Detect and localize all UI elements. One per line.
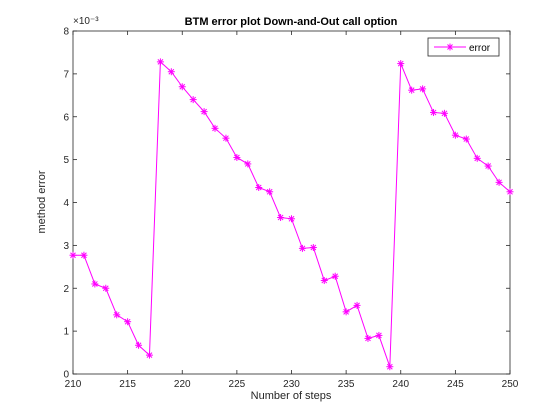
y-tick-label: 3 [63, 241, 69, 252]
y-tick-label: 2 [63, 284, 69, 295]
data-point [484, 162, 492, 170]
axes: 210 215 220 225 230 235 240 245 250 0 1 2 3 4 5 6 7 8 [63, 27, 518, 391]
x-tick-label: 225 [229, 379, 246, 390]
data-point [200, 108, 208, 116]
data-point [156, 58, 164, 66]
x-tick-label: 220 [174, 379, 191, 390]
x-tick-label: 230 [283, 379, 300, 390]
x-tick-label: 235 [338, 379, 355, 390]
x-tick-label: 245 [447, 379, 464, 390]
data-point [80, 251, 88, 259]
data-point [462, 135, 470, 143]
data-point [135, 341, 143, 349]
data-point [353, 301, 361, 309]
series-layer [69, 58, 514, 371]
data-point [342, 308, 350, 316]
y-tick-label: 7 [63, 69, 69, 80]
legend-marker [446, 43, 454, 51]
data-point [233, 153, 241, 161]
data-point [288, 215, 295, 223]
data-point [255, 183, 263, 191]
data-point [451, 131, 459, 139]
data-point [473, 154, 481, 162]
plot-area [73, 31, 510, 374]
y-tick-label: 6 [63, 112, 69, 123]
data-point [124, 318, 132, 326]
y-exponent-label: ×10⁻³ [73, 16, 99, 27]
chart-title: BTM error plot Down-and-Out call option [185, 16, 398, 28]
data-point [309, 244, 317, 252]
data-point [320, 277, 328, 285]
x-tick-label: 210 [65, 379, 82, 390]
x-tick-label: 240 [392, 379, 409, 390]
y-axis-label: method error [36, 170, 48, 233]
data-point [495, 178, 503, 186]
data-point [331, 272, 339, 280]
x-tick-label: 250 [502, 379, 519, 390]
y-tick-label: 8 [63, 27, 69, 38]
data-point [277, 214, 285, 222]
y-tick-label: 0 [63, 370, 69, 381]
data-point [178, 83, 186, 91]
data-point [506, 188, 514, 196]
data-point [211, 124, 219, 132]
legend-marker-glyph [446, 43, 454, 51]
y-tick-label: 4 [63, 198, 69, 209]
data-point [397, 60, 405, 68]
data-point [298, 244, 306, 252]
data-point [167, 68, 175, 76]
data-point [145, 351, 153, 359]
x-tick-label: 215 [119, 379, 136, 390]
data-point [375, 331, 383, 339]
data-point [386, 363, 394, 371]
data-point [69, 251, 77, 259]
data-point [430, 108, 438, 116]
legend: error [427, 37, 500, 57]
data-point [244, 160, 252, 168]
legend-label: error [469, 43, 491, 54]
data-point [222, 134, 230, 142]
data-point [408, 86, 416, 94]
data-point [364, 334, 372, 342]
y-tick-label: 5 [63, 155, 69, 166]
data-point [419, 85, 427, 93]
data-point [102, 284, 110, 292]
y-tick-label: 1 [63, 327, 69, 338]
data-point [440, 109, 448, 117]
data-point [113, 311, 121, 319]
data-point [266, 188, 274, 196]
data-point [189, 96, 197, 104]
x-axis-label: Number of steps [251, 390, 332, 402]
data-point [91, 280, 99, 288]
